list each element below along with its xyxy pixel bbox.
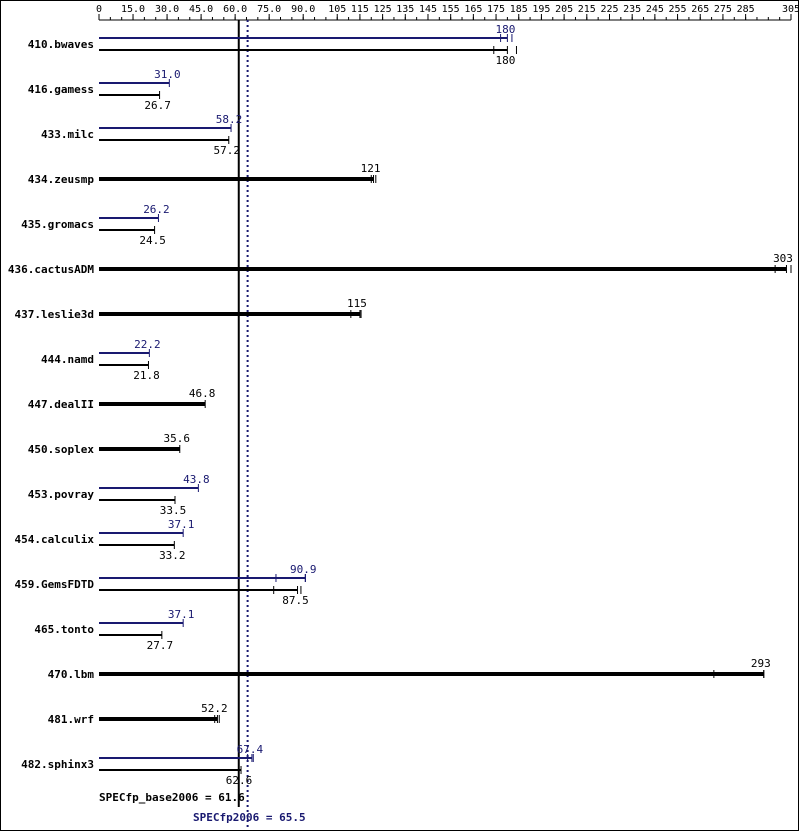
peak-value-label: 58.2 — [216, 113, 243, 126]
benchmark-name: 447.dealII — [28, 398, 94, 411]
base-value-label: 180 — [495, 54, 515, 67]
ref-label-base: SPECfp_base2006 = 61.6 — [99, 791, 245, 804]
base-value-label: 35.6 — [164, 432, 191, 445]
x-tick-label: 75.0 — [257, 4, 281, 15]
base-value-label: 115 — [347, 297, 367, 310]
x-tick-label: 205 — [555, 4, 573, 15]
benchmark-name: 435.gromacs — [21, 218, 94, 231]
x-tick-label: 105 — [328, 4, 346, 15]
x-tick-label: 255 — [669, 4, 687, 15]
x-tick-label: 90.0 — [291, 4, 315, 15]
x-tick-label: 175 — [487, 4, 505, 15]
base-value-label: 46.8 — [189, 387, 216, 400]
x-tick-label: 135 — [396, 4, 414, 15]
peak-value-label: 31.0 — [154, 68, 181, 81]
benchmark-name: 434.zeusmp — [28, 173, 95, 186]
x-tick-label: 60.0 — [223, 4, 247, 15]
peak-value-label: 67.4 — [237, 743, 264, 756]
benchmark-name: 433.milc — [41, 128, 94, 141]
x-tick-label: 155 — [442, 4, 460, 15]
benchmark-name: 450.soplex — [28, 443, 95, 456]
base-value-label: 26.7 — [144, 99, 171, 112]
base-value-label: 87.5 — [282, 594, 309, 607]
x-tick-label: 225 — [600, 4, 618, 15]
benchmark-name: 436.cactusADM — [8, 263, 94, 276]
benchmark-name: 410.bwaves — [28, 38, 94, 51]
base-value-label: 121 — [361, 162, 381, 175]
x-tick-label: 0 — [96, 4, 102, 15]
x-tick-label: 285 — [737, 4, 755, 15]
peak-value-label: 22.2 — [134, 338, 161, 351]
x-tick-label: 125 — [374, 4, 392, 15]
base-value-label: 33.5 — [160, 504, 187, 517]
peak-value-label: 90.9 — [290, 563, 317, 576]
x-tick-label: 215 — [578, 4, 596, 15]
peak-value-label: 37.1 — [168, 518, 195, 531]
peak-value-label: 180 — [495, 23, 515, 36]
x-tick-label: 305 — [782, 4, 799, 15]
base-value-label: 52.2 — [201, 702, 228, 715]
base-value-label: 21.8 — [133, 369, 160, 382]
x-tick-label: 145 — [419, 4, 437, 15]
benchmark-name: 453.povray — [28, 488, 95, 501]
x-axis: 0 15.0 30.0 45.0 60.0 75.0 90.0 105 115 125 135 145… — [96, 4, 799, 21]
benchmark-name: 444.namd — [41, 353, 94, 366]
base-value-label: 62.6 — [226, 774, 253, 787]
x-tick-label: 45.0 — [189, 4, 213, 15]
x-tick-label: 15.0 — [121, 4, 145, 15]
base-value-label: 293 — [751, 657, 771, 670]
base-value-label: 33.2 — [159, 549, 186, 562]
benchmark-name: 482.sphinx3 — [21, 758, 94, 771]
benchmark-name: 459.GemsFDTD — [15, 578, 95, 591]
base-value-label: 24.5 — [139, 234, 166, 247]
benchmark-bars — [99, 34, 792, 774]
ref-label-peak: SPECfp2006 = 65.5 — [193, 811, 306, 824]
peak-value-label: 43.8 — [183, 473, 210, 486]
base-value-label: 57.2 — [214, 144, 241, 157]
benchmark-name: 465.tonto — [34, 623, 94, 636]
x-tick-label: 265 — [691, 4, 709, 15]
x-tick-label: 235 — [623, 4, 641, 15]
benchmark-name: 470.lbm — [48, 668, 95, 681]
x-tick-label: 30.0 — [155, 4, 179, 15]
base-value-label: 27.7 — [147, 639, 174, 652]
benchmark-name: 481.wrf — [48, 713, 94, 726]
x-tick-label: 275 — [714, 4, 732, 15]
benchmark-name: 454.calculix — [15, 533, 95, 546]
x-tick-label: 195 — [532, 4, 550, 15]
benchmark-labels: 410.bwaves 180 180 416.gamess 31.0 26.7 433.mi… — [8, 23, 793, 787]
x-tick-label: 165 — [464, 4, 482, 15]
x-tick-label: 245 — [646, 4, 664, 15]
peak-value-label: 37.1 — [168, 608, 195, 621]
x-tick-label: 185 — [510, 4, 528, 15]
benchmark-name: 437.leslie3d — [15, 308, 94, 321]
peak-value-label: 26.2 — [143, 203, 170, 216]
base-value-label: 303 — [773, 252, 793, 265]
x-tick-label: 115 — [351, 4, 369, 15]
benchmark-name: 416.gamess — [28, 83, 94, 96]
